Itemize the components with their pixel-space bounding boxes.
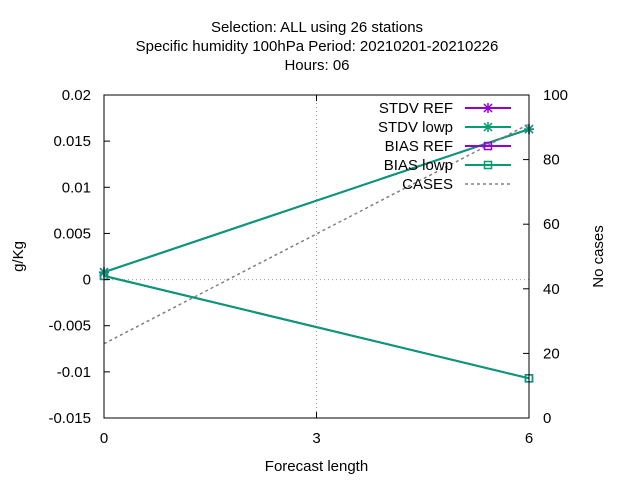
- x-tick-label: 6: [525, 430, 533, 447]
- y2-tick-label: 40: [543, 281, 560, 298]
- y-tick-label: 0.01: [62, 179, 91, 196]
- grid: [104, 95, 529, 418]
- y-tick-label: 0.005: [53, 225, 91, 242]
- y-tick-label: 0: [83, 272, 91, 289]
- y2-axis-label: No cases: [590, 225, 607, 288]
- y2-tick-label: 100: [543, 87, 568, 104]
- legend-label: CASES: [402, 176, 453, 193]
- legend-label: STDV lowp: [378, 119, 453, 136]
- legend-marker: [483, 141, 493, 151]
- x-tick-label: 3: [312, 430, 320, 447]
- legend-marker: [483, 103, 493, 113]
- chart-title-line: Selection: ALL using 26 stations: [211, 19, 423, 36]
- y2-tick-label: 80: [543, 152, 560, 169]
- chart-title: Selection: ALL using 26 stations Specific…: [136, 19, 499, 74]
- x-axis-label: Forecast length: [265, 458, 368, 475]
- legend: STDV REF STDV lowp BIAS REF BIAS lowp CASES: [378, 100, 511, 193]
- legend-label: BIAS lowp: [384, 157, 453, 174]
- series-line: [103, 123, 530, 345]
- legend-label: STDV REF: [379, 100, 453, 117]
- chart-title-line: Specific humidity 100hPa Period: 2021020…: [136, 38, 499, 55]
- x-tick-label: 0: [100, 430, 108, 447]
- y-tick-label: 0.015: [53, 133, 91, 150]
- y-tick-label: -0.005: [48, 318, 91, 335]
- legend-marker: [483, 160, 493, 170]
- y-tick-label: -0.015: [48, 410, 91, 427]
- y2-tick-label: 20: [543, 345, 560, 362]
- y2-tick-label: 60: [543, 216, 560, 233]
- series-layer: [99, 123, 534, 383]
- axis-ticks: 0 3 6 0.02 0.015 0.01 0.005 0 -0.005 -0.01 -0.015 1…: [48, 87, 568, 447]
- legend-label: BIAS REF: [385, 138, 453, 155]
- series-line: [103, 274, 530, 380]
- series-line: [103, 128, 530, 274]
- y-tick-label: 0.02: [62, 87, 91, 104]
- y2-tick-label: 0: [543, 410, 551, 427]
- y-tick-label: -0.01: [57, 364, 91, 381]
- y-axis-label: g/Kg: [10, 241, 27, 272]
- chart-title-line: Hours: 06: [284, 57, 349, 74]
- legend-marker: [483, 122, 493, 132]
